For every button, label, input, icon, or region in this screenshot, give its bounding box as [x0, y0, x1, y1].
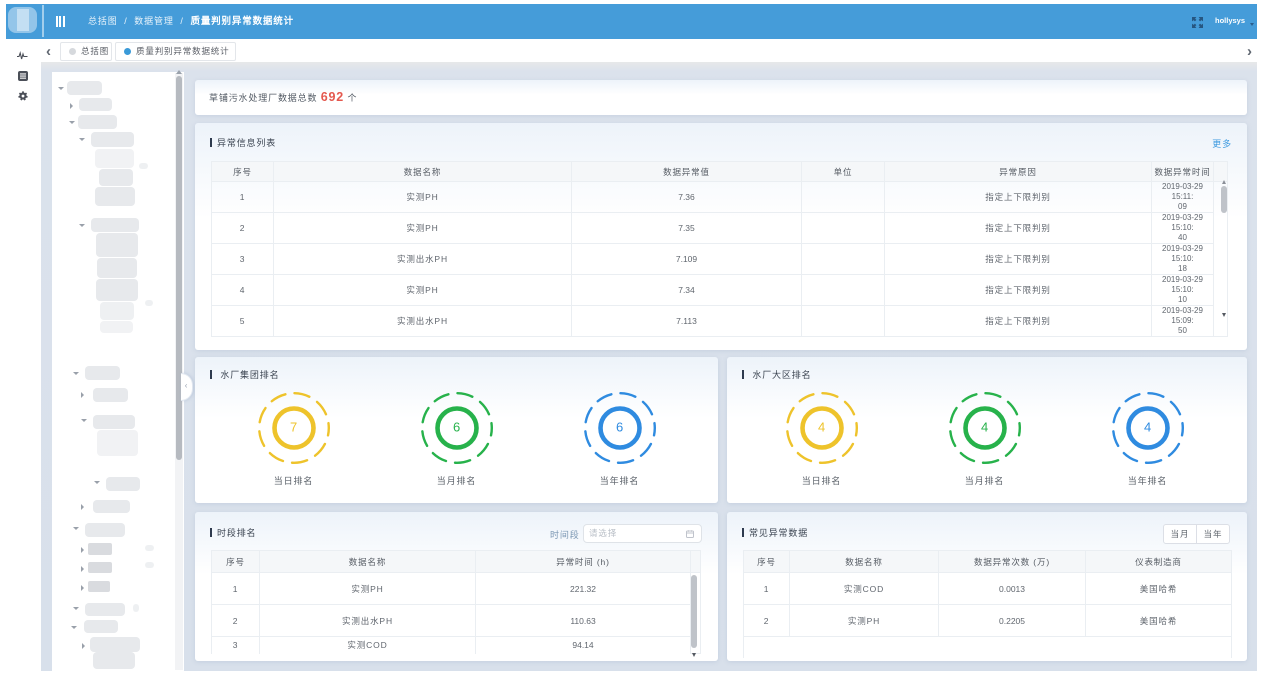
- svg-text:4: 4: [818, 420, 826, 435]
- svg-text:4: 4: [981, 420, 989, 435]
- svg-text:4: 4: [1144, 420, 1152, 435]
- svg-text:7: 7: [290, 420, 298, 435]
- svg-text:6: 6: [453, 420, 461, 435]
- svg-text:6: 6: [616, 420, 624, 435]
